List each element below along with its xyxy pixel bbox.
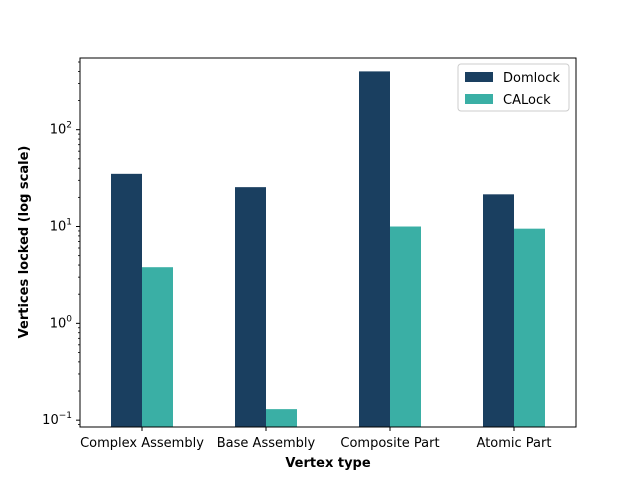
legend-swatch-domlock — [465, 72, 493, 82]
x-tick-label: Composite Part — [340, 436, 439, 451]
bar-calock-1 — [142, 267, 173, 427]
bar-domlock-4 — [483, 194, 514, 427]
legend-label-domlock: Domlock — [503, 71, 560, 86]
bar-calock-3 — [390, 226, 421, 427]
y-tick-label: 102 — [50, 121, 72, 138]
legend-label-calock: CALock — [503, 93, 551, 108]
bar-calock-4 — [514, 228, 545, 427]
legend: Domlock CALock — [457, 63, 570, 112]
bars — [111, 71, 545, 427]
x-tick-label: Atomic Part — [477, 436, 552, 451]
bar-domlock-1 — [111, 173, 142, 427]
y-axis-ticks: 10−1 100 101 102 — [42, 121, 80, 428]
x-tick-label: Complex Assembly — [80, 436, 204, 451]
bar-domlock-2 — [235, 187, 266, 427]
bar-domlock-3 — [359, 71, 390, 427]
y-tick-label: 100 — [50, 314, 73, 331]
y-tick-label: 101 — [50, 218, 72, 235]
bar-calock-2 — [266, 409, 297, 427]
y-tick-label: 10−1 — [42, 411, 72, 428]
plot-frame — [79, 57, 577, 428]
x-tick-label: Base Assembly — [217, 436, 316, 451]
x-axis-label: Vertex type — [285, 456, 371, 471]
y-axis-label: Vertices locked (log scale) — [17, 146, 32, 339]
x-axis-ticks: Complex Assembly Base Assembly Composite P… — [80, 427, 551, 451]
legend-swatch-calock — [465, 94, 493, 104]
